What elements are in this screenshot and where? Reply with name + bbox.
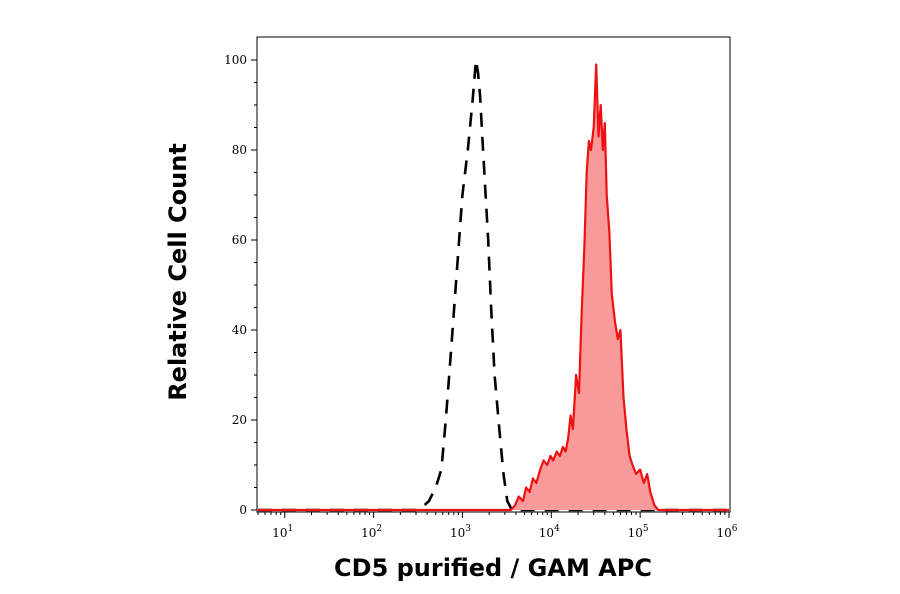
y-tick-label: 60 bbox=[232, 233, 247, 247]
x-axis-title: CD5 purified / GAM APC bbox=[334, 554, 652, 582]
x-tick-label: 106 bbox=[716, 524, 737, 540]
x-tick-label: 105 bbox=[628, 524, 649, 540]
y-tick-label: 40 bbox=[232, 323, 247, 337]
y-tick-label: 0 bbox=[239, 503, 247, 517]
x-axis: 101 102 103 104 105 106 bbox=[257, 512, 738, 540]
x-tick-label: 101 bbox=[272, 524, 293, 540]
series-line-1 bbox=[258, 63, 729, 512]
series-fill-1 bbox=[258, 64, 729, 510]
x-tick-label: 102 bbox=[361, 524, 382, 540]
y-tick-label: 20 bbox=[232, 413, 247, 427]
x-tick-label: 104 bbox=[539, 524, 560, 540]
y-axis: 0 20 40 60 80 100 bbox=[224, 53, 257, 517]
series-line-0 bbox=[258, 59, 729, 512]
series-layer bbox=[258, 59, 729, 512]
plot-frame bbox=[256, 36, 731, 513]
y-tick-label: 80 bbox=[232, 143, 247, 157]
y-axis-title: Relative Cell Count bbox=[164, 143, 192, 401]
y-tick-label: 100 bbox=[224, 53, 247, 67]
x-tick-label: 103 bbox=[450, 524, 471, 540]
